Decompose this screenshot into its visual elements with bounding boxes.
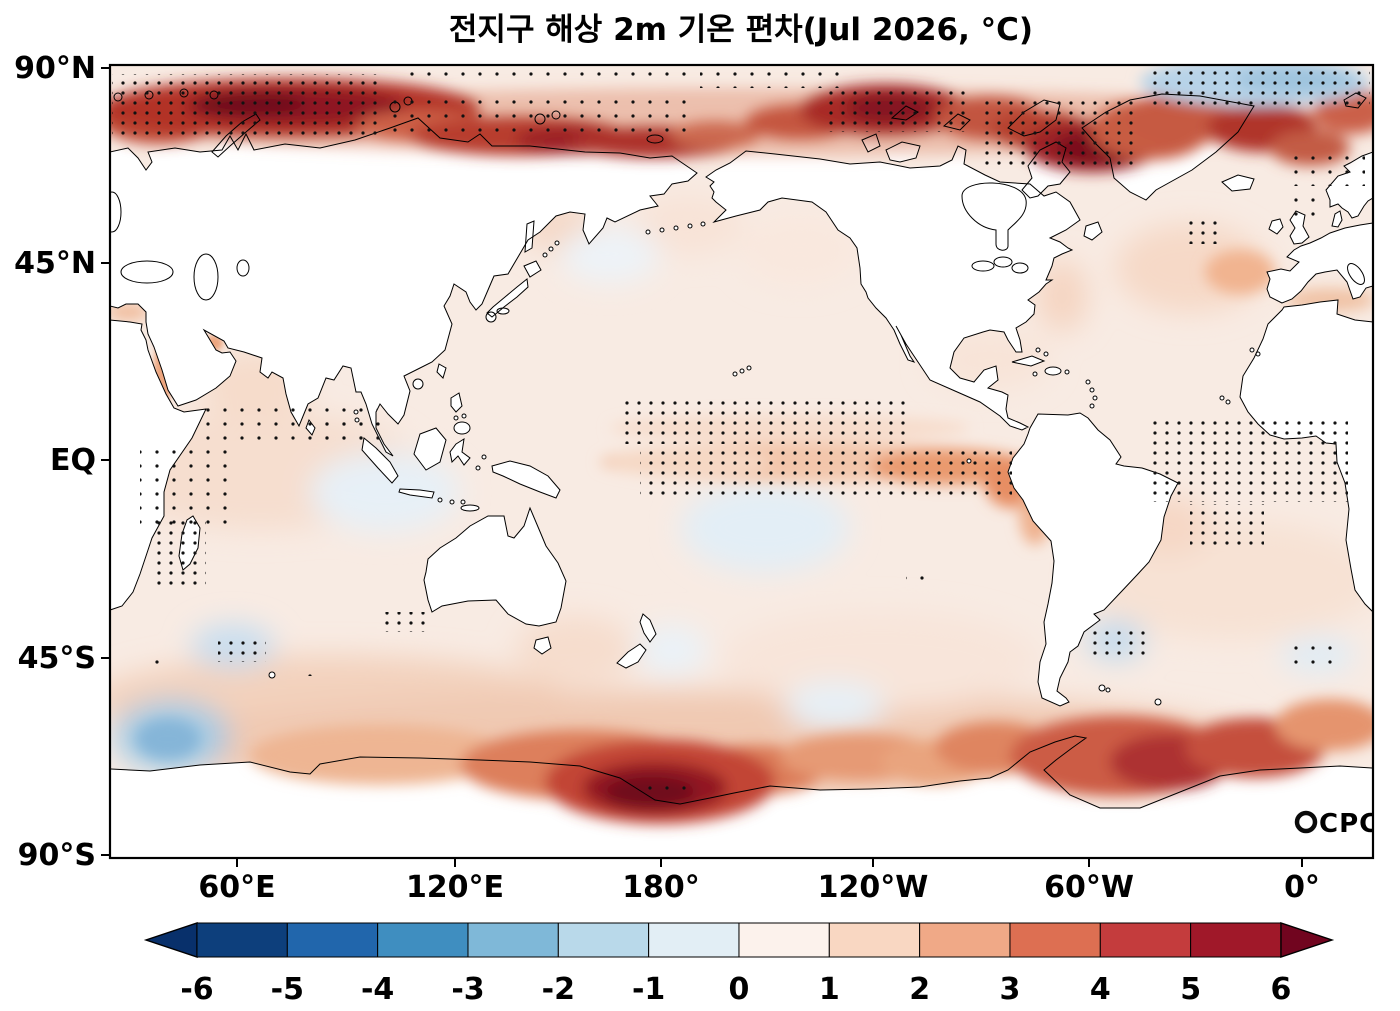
colorbar-segment-1	[286, 922, 379, 958]
lon-tick-label-3: 120°W	[818, 870, 929, 905]
lat-tick-label-2: EQ	[50, 443, 96, 478]
colorbar-right-arrow	[1280, 922, 1335, 958]
colorbar-segment-5	[648, 922, 740, 958]
colorbar-tick-label-12: 6	[1271, 972, 1292, 1007]
colorbar-tick-label-4: -2	[542, 972, 575, 1007]
map-plot: CPC	[111, 66, 1379, 857]
stipple-layer	[112, 70, 1370, 798]
colorbar-tick-label-10: 4	[1090, 972, 1111, 1007]
lat-tick-label-1: 45°N	[14, 246, 96, 281]
colorbar-tick-label-2: -4	[361, 972, 394, 1007]
colorbar-tick-label-6: 0	[729, 972, 750, 1007]
colorbar-left-arrow	[143, 922, 198, 958]
colorbar-segment-10	[1099, 922, 1192, 958]
lat-tick-label-3: 45°S	[18, 641, 96, 676]
colorbar-tick-label-3: -3	[451, 972, 484, 1007]
lat-tick-label-4: 90°S	[18, 838, 96, 873]
colorbar-tick-label-5: -1	[632, 972, 665, 1007]
colorbar-segment-2	[377, 922, 469, 958]
watermark: CPC	[1294, 809, 1379, 839]
axis-labels: 90°N 45°N EQ 45°S 90°S 60°E 120°E 180° 120°W 60°W…	[14, 51, 1320, 905]
colorbar-tick-label-1: -5	[271, 972, 304, 1007]
lon-tick-label-1: 120°E	[406, 870, 504, 905]
colorbar-segment-11	[1190, 922, 1282, 958]
lon-tick-label-2: 180°	[622, 870, 700, 905]
colorbar-tick-label-7: 1	[819, 972, 840, 1007]
colorbar-tick-label-8: 2	[909, 972, 930, 1007]
lat-tick-label-0: 90°N	[14, 51, 96, 86]
colorbar-segment-9	[1009, 922, 1101, 958]
colorbar-segment-6	[738, 922, 830, 958]
colorbar-segment-0	[196, 922, 288, 958]
chart-title: 전지구 해상 2m 기온 편차(Jul 2026, °C)	[449, 12, 1033, 48]
lon-tick-label-5: 0°	[1284, 870, 1320, 905]
colorbar-segment-3	[467, 922, 559, 958]
watermark-text: CPC	[1319, 809, 1379, 839]
lon-tick-label-0: 60°E	[198, 870, 275, 905]
colorbar-tick-label-11: 5	[1180, 972, 1201, 1007]
colorbar-tick-label-9: 3	[1000, 972, 1021, 1007]
colorbar-tick-label-0: -6	[180, 972, 213, 1007]
lon-tick-label-4: 60°W	[1044, 870, 1134, 905]
colorbar-segment-8	[919, 922, 1011, 958]
cpc-logo-icon	[1294, 810, 1318, 834]
plot-frame	[108, 63, 1375, 860]
colorbar-segment-7	[828, 922, 921, 958]
colorbar: -6 -5 -4 -3 -2 -1 0 1 2 3 4 5 6	[143, 922, 1335, 1007]
colorbar-segment-4	[557, 922, 650, 958]
